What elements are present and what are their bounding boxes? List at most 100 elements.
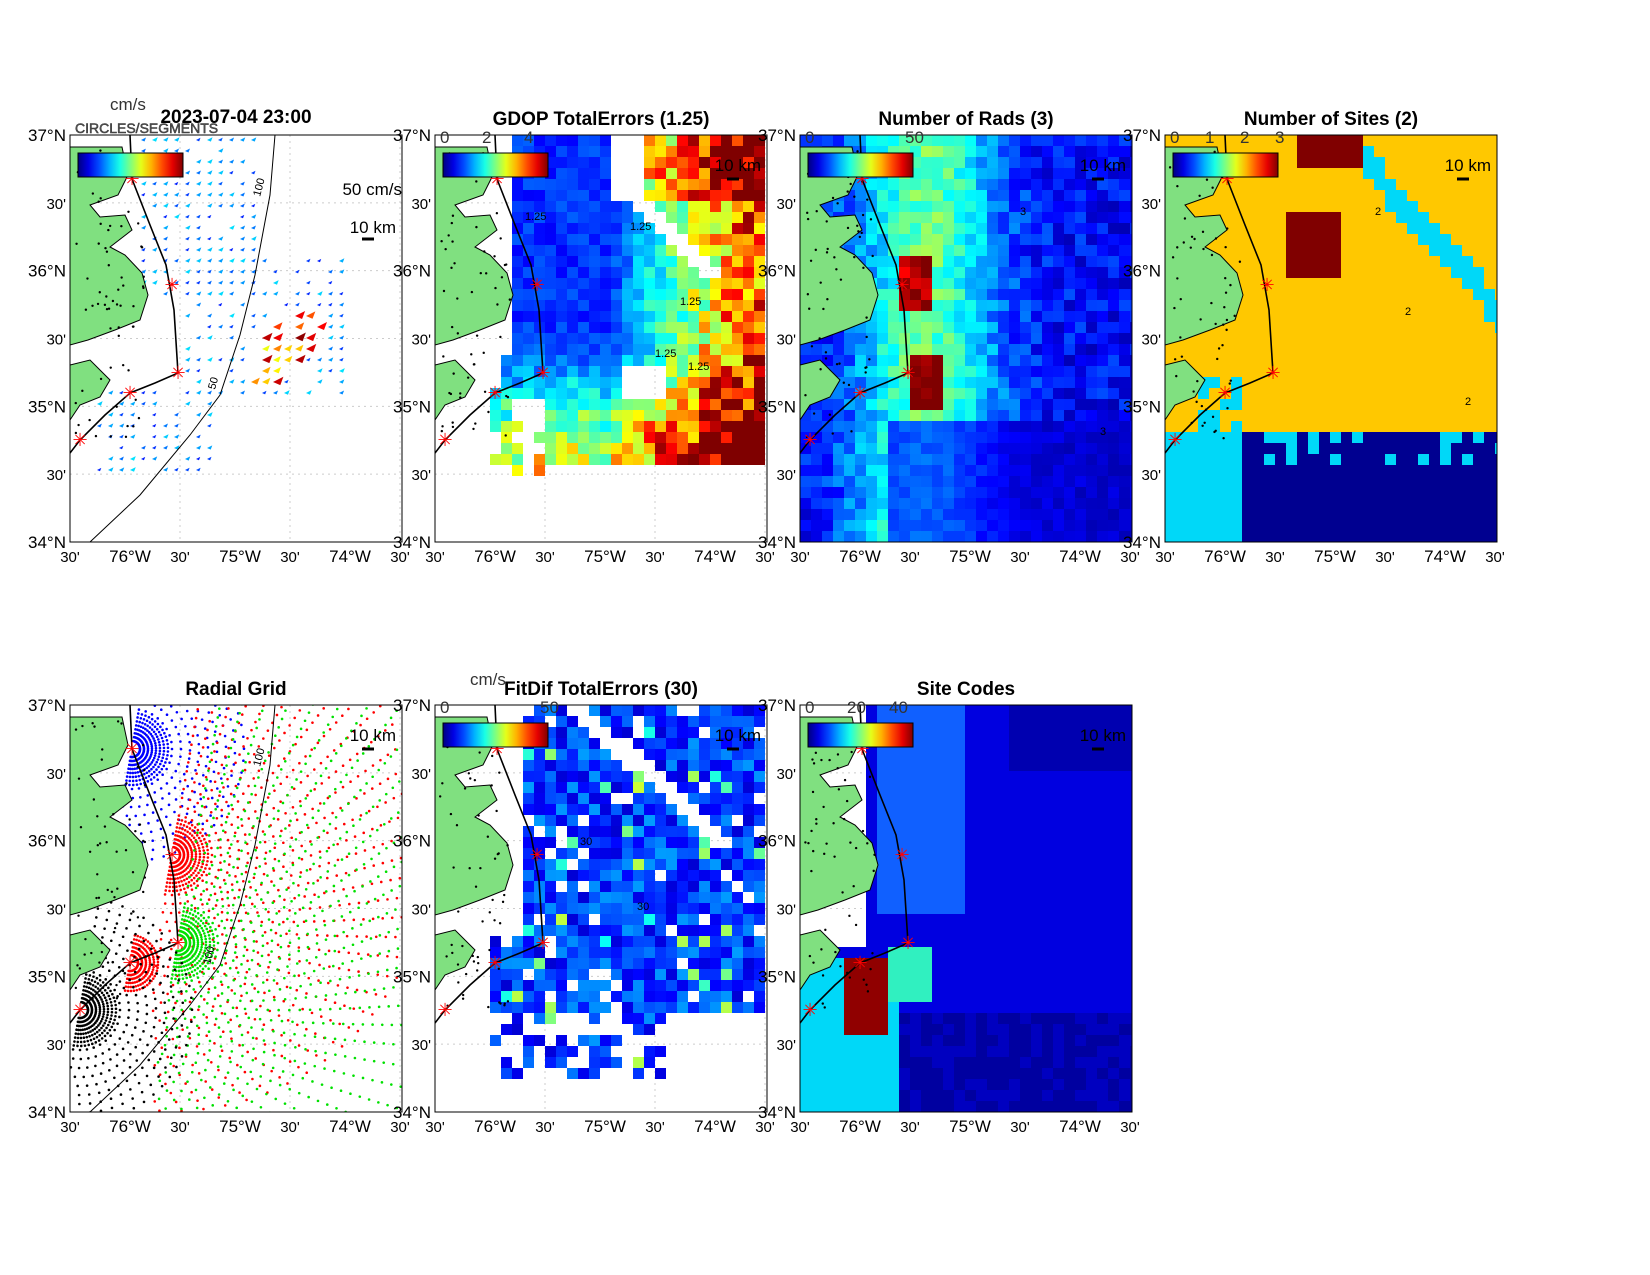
heatmap-cell (699, 300, 710, 311)
heatmap-cell (855, 399, 866, 410)
radial-grid-point (184, 882, 188, 886)
coast-detail (105, 295, 108, 298)
heatmap-cell (822, 432, 833, 443)
heatmap-cell (1352, 278, 1363, 289)
radial-grid-point (318, 850, 322, 853)
radial-grid-point (372, 846, 376, 849)
heatmap-cell (1086, 366, 1097, 377)
radial-grid-point (162, 746, 166, 750)
lat-tick-label: 37°N (393, 126, 431, 145)
heatmap-cell (1264, 256, 1275, 267)
heatmap-cell (1341, 223, 1352, 234)
heatmap-cell (677, 267, 688, 278)
heatmap-cell (965, 278, 976, 289)
current-vector (141, 390, 146, 395)
heatmap-cell (855, 245, 866, 256)
heatmap-cell (1209, 531, 1220, 542)
coast-detail (86, 277, 89, 280)
current-vector (218, 236, 224, 241)
current-vector (141, 269, 147, 274)
heatmap-cell (622, 267, 633, 278)
current-vector (119, 401, 125, 406)
heatmap-cell (1352, 201, 1363, 212)
heatmap-cell (1352, 388, 1363, 399)
panel-title: 2023-07-04 23:00 (160, 107, 311, 128)
heatmap-cell (1042, 146, 1053, 157)
heatmap-cell (1407, 399, 1418, 410)
heatmap-cell (1396, 267, 1407, 278)
heatmap-cell (1374, 421, 1385, 432)
heatmap-cell (1264, 245, 1275, 256)
heatmap-cell (954, 256, 965, 267)
heatmap-cell (888, 487, 899, 498)
heatmap-cell (677, 421, 688, 432)
heatmap-cell (1031, 465, 1042, 476)
heatmap-cell (987, 355, 998, 366)
heatmap-cell (1440, 432, 1451, 443)
current-vector (251, 269, 256, 274)
heatmap-cell (589, 135, 600, 146)
radial-grid-point (153, 739, 156, 743)
heatmap-cell (611, 410, 622, 421)
heatmap-cell (1086, 399, 1097, 410)
heatmap-cell (622, 245, 633, 256)
heatmap-cell (1462, 223, 1473, 234)
radial-grid-point (309, 854, 313, 857)
heatmap-cell (622, 410, 633, 421)
heatmap-cell (1231, 190, 1242, 201)
heatmap-cell (523, 135, 534, 146)
radial-grid-point (231, 807, 234, 811)
heatmap-cell (1242, 212, 1253, 223)
heatmap-cell (1462, 520, 1473, 531)
coast-detail (849, 182, 852, 186)
radial-grid-point (190, 819, 194, 822)
heatmap-cell (833, 344, 844, 355)
heatmap-cell (655, 454, 666, 465)
radial-grid-point (255, 893, 259, 896)
heatmap-cell (1462, 234, 1473, 245)
radial-grid-point (292, 920, 296, 924)
heatmap-cell (943, 377, 954, 388)
site-marker: ✳ (437, 430, 452, 450)
radial-grid-point (210, 796, 214, 800)
heatmap-cell (1064, 311, 1075, 322)
heatmap-cell (1231, 223, 1242, 234)
heatmap-cell (1031, 366, 1042, 377)
heatmap-cell (1473, 531, 1484, 542)
heatmap-cell (1108, 245, 1119, 256)
heatmap-cell (1385, 355, 1396, 366)
radial-grid-point (338, 903, 341, 907)
heatmap-cell (998, 531, 1009, 542)
heatmap-cell (1363, 135, 1374, 146)
heatmap-cell (1385, 212, 1396, 223)
coast-detail (825, 251, 829, 254)
heatmap-cell (666, 179, 677, 190)
heatmap-cell (1031, 399, 1042, 410)
heatmap-cell (1308, 421, 1319, 432)
heatmap-cell (1330, 267, 1341, 278)
radial-grid-point (285, 985, 289, 989)
heatmap-cell (545, 366, 556, 377)
current-vector (317, 357, 323, 362)
lat-tick-label: 30' (46, 332, 66, 349)
radial-grid-point (303, 813, 307, 816)
heatmap-cell (888, 245, 899, 256)
heatmap-cell (644, 355, 655, 366)
heatmap-cell (1319, 135, 1330, 146)
heatmap-cell (1286, 377, 1297, 388)
coast-detail (109, 366, 112, 369)
current-vector (240, 390, 245, 395)
heatmap-cell (732, 267, 743, 278)
heatmap-cell (965, 201, 976, 212)
heatmap-cell (855, 487, 866, 498)
lon-tick-label: 30' (645, 549, 665, 566)
heatmap-cell (822, 344, 833, 355)
radial-grid-point (201, 822, 205, 826)
heatmap-cell (1009, 157, 1020, 168)
heatmap-cell (567, 377, 578, 388)
radial-grid-point (190, 855, 194, 858)
heatmap-cell (1031, 333, 1042, 344)
heatmap-cell (1407, 355, 1418, 366)
coast-detail (862, 266, 865, 270)
current-vector (185, 203, 191, 208)
